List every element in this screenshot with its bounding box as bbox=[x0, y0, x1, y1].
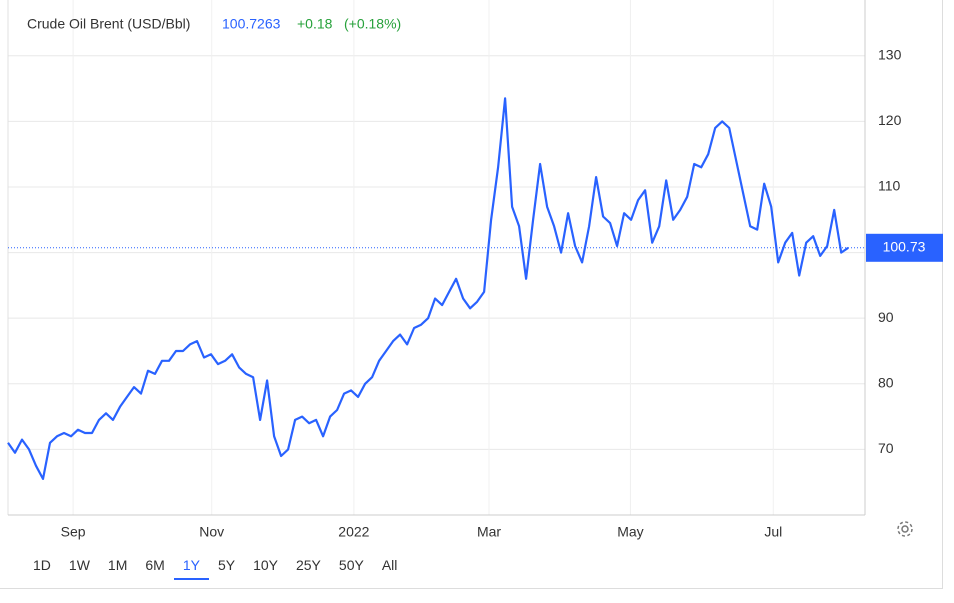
y-tick-label: 120 bbox=[878, 112, 902, 128]
range-bar: 1D 1W 1M 6M 1Y 5Y 10Y 25Y 50Y All bbox=[24, 552, 406, 580]
chart-title: Crude Oil Brent (USD/Bbl) bbox=[27, 16, 190, 32]
range-button[interactable]: 10Y bbox=[253, 557, 278, 573]
y-tick-label: 80 bbox=[878, 374, 894, 390]
y-tick-label: 110 bbox=[878, 178, 901, 194]
range-button[interactable]: 1Y bbox=[173, 552, 209, 580]
range-button[interactable]: 1D bbox=[33, 557, 51, 573]
change: +0.18 bbox=[297, 16, 333, 32]
price-line bbox=[7, 97, 849, 480]
x-tick-label: Mar bbox=[477, 524, 501, 540]
y-tick-label: 90 bbox=[878, 309, 894, 325]
x-tick-label: Nov bbox=[199, 524, 224, 540]
range-button[interactable]: All bbox=[381, 557, 398, 573]
frame bbox=[0, 0, 943, 589]
range-button[interactable]: 6M bbox=[145, 557, 165, 573]
last-value-label: 100.73 bbox=[883, 238, 926, 254]
y-tick-label: 70 bbox=[878, 440, 894, 456]
x-tick-label: May bbox=[617, 524, 643, 540]
range-button[interactable]: 1W bbox=[68, 557, 90, 573]
change-pct: (+0.18%) bbox=[344, 16, 401, 32]
last-value-box bbox=[866, 233, 943, 262]
range-button[interactable]: 1M bbox=[107, 557, 128, 573]
range-button[interactable]: 5Y bbox=[217, 557, 236, 573]
x-tick-label: Jul bbox=[764, 524, 782, 540]
range-button[interactable]: 25Y bbox=[295, 557, 321, 573]
y-tick-label: 130 bbox=[878, 46, 902, 62]
chart: Crude Oil Brent (USD/Bbl) 100.7263 +0.18… bbox=[7, 0, 943, 540]
settings-icon[interactable] bbox=[897, 521, 913, 537]
x-tick-label: 2022 bbox=[338, 524, 369, 540]
x-tick-label: Sep bbox=[61, 524, 86, 540]
price: 100.7263 bbox=[222, 16, 281, 32]
range-button[interactable]: 50Y bbox=[338, 557, 364, 573]
